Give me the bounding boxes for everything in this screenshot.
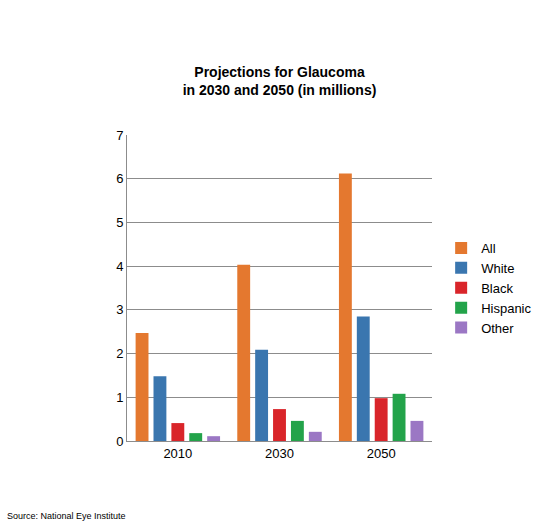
svg-text:2010: 2010 — [163, 446, 192, 461]
svg-text:5: 5 — [116, 215, 123, 230]
svg-text:Source: National Eye Institute: Source: National Eye Institute — [7, 511, 126, 521]
svg-text:0: 0 — [116, 434, 123, 449]
svg-text:Other: Other — [481, 321, 514, 336]
svg-text:7: 7 — [116, 128, 123, 143]
svg-text:2050: 2050 — [367, 446, 396, 461]
svg-text:3: 3 — [116, 302, 123, 317]
svg-text:Black: Black — [481, 281, 513, 296]
svg-text:4: 4 — [116, 259, 123, 274]
svg-text:1: 1 — [116, 390, 123, 405]
svg-text:Hispanic: Hispanic — [481, 301, 531, 316]
svg-text:2030: 2030 — [265, 446, 294, 461]
svg-text:All: All — [481, 241, 496, 256]
svg-text:6: 6 — [116, 171, 123, 186]
svg-text:White: White — [481, 261, 514, 276]
svg-text:2: 2 — [116, 346, 123, 361]
svg-text:Projections for Glaucomain 203: Projections for Glaucomain 2030 and 2050… — [183, 64, 377, 98]
